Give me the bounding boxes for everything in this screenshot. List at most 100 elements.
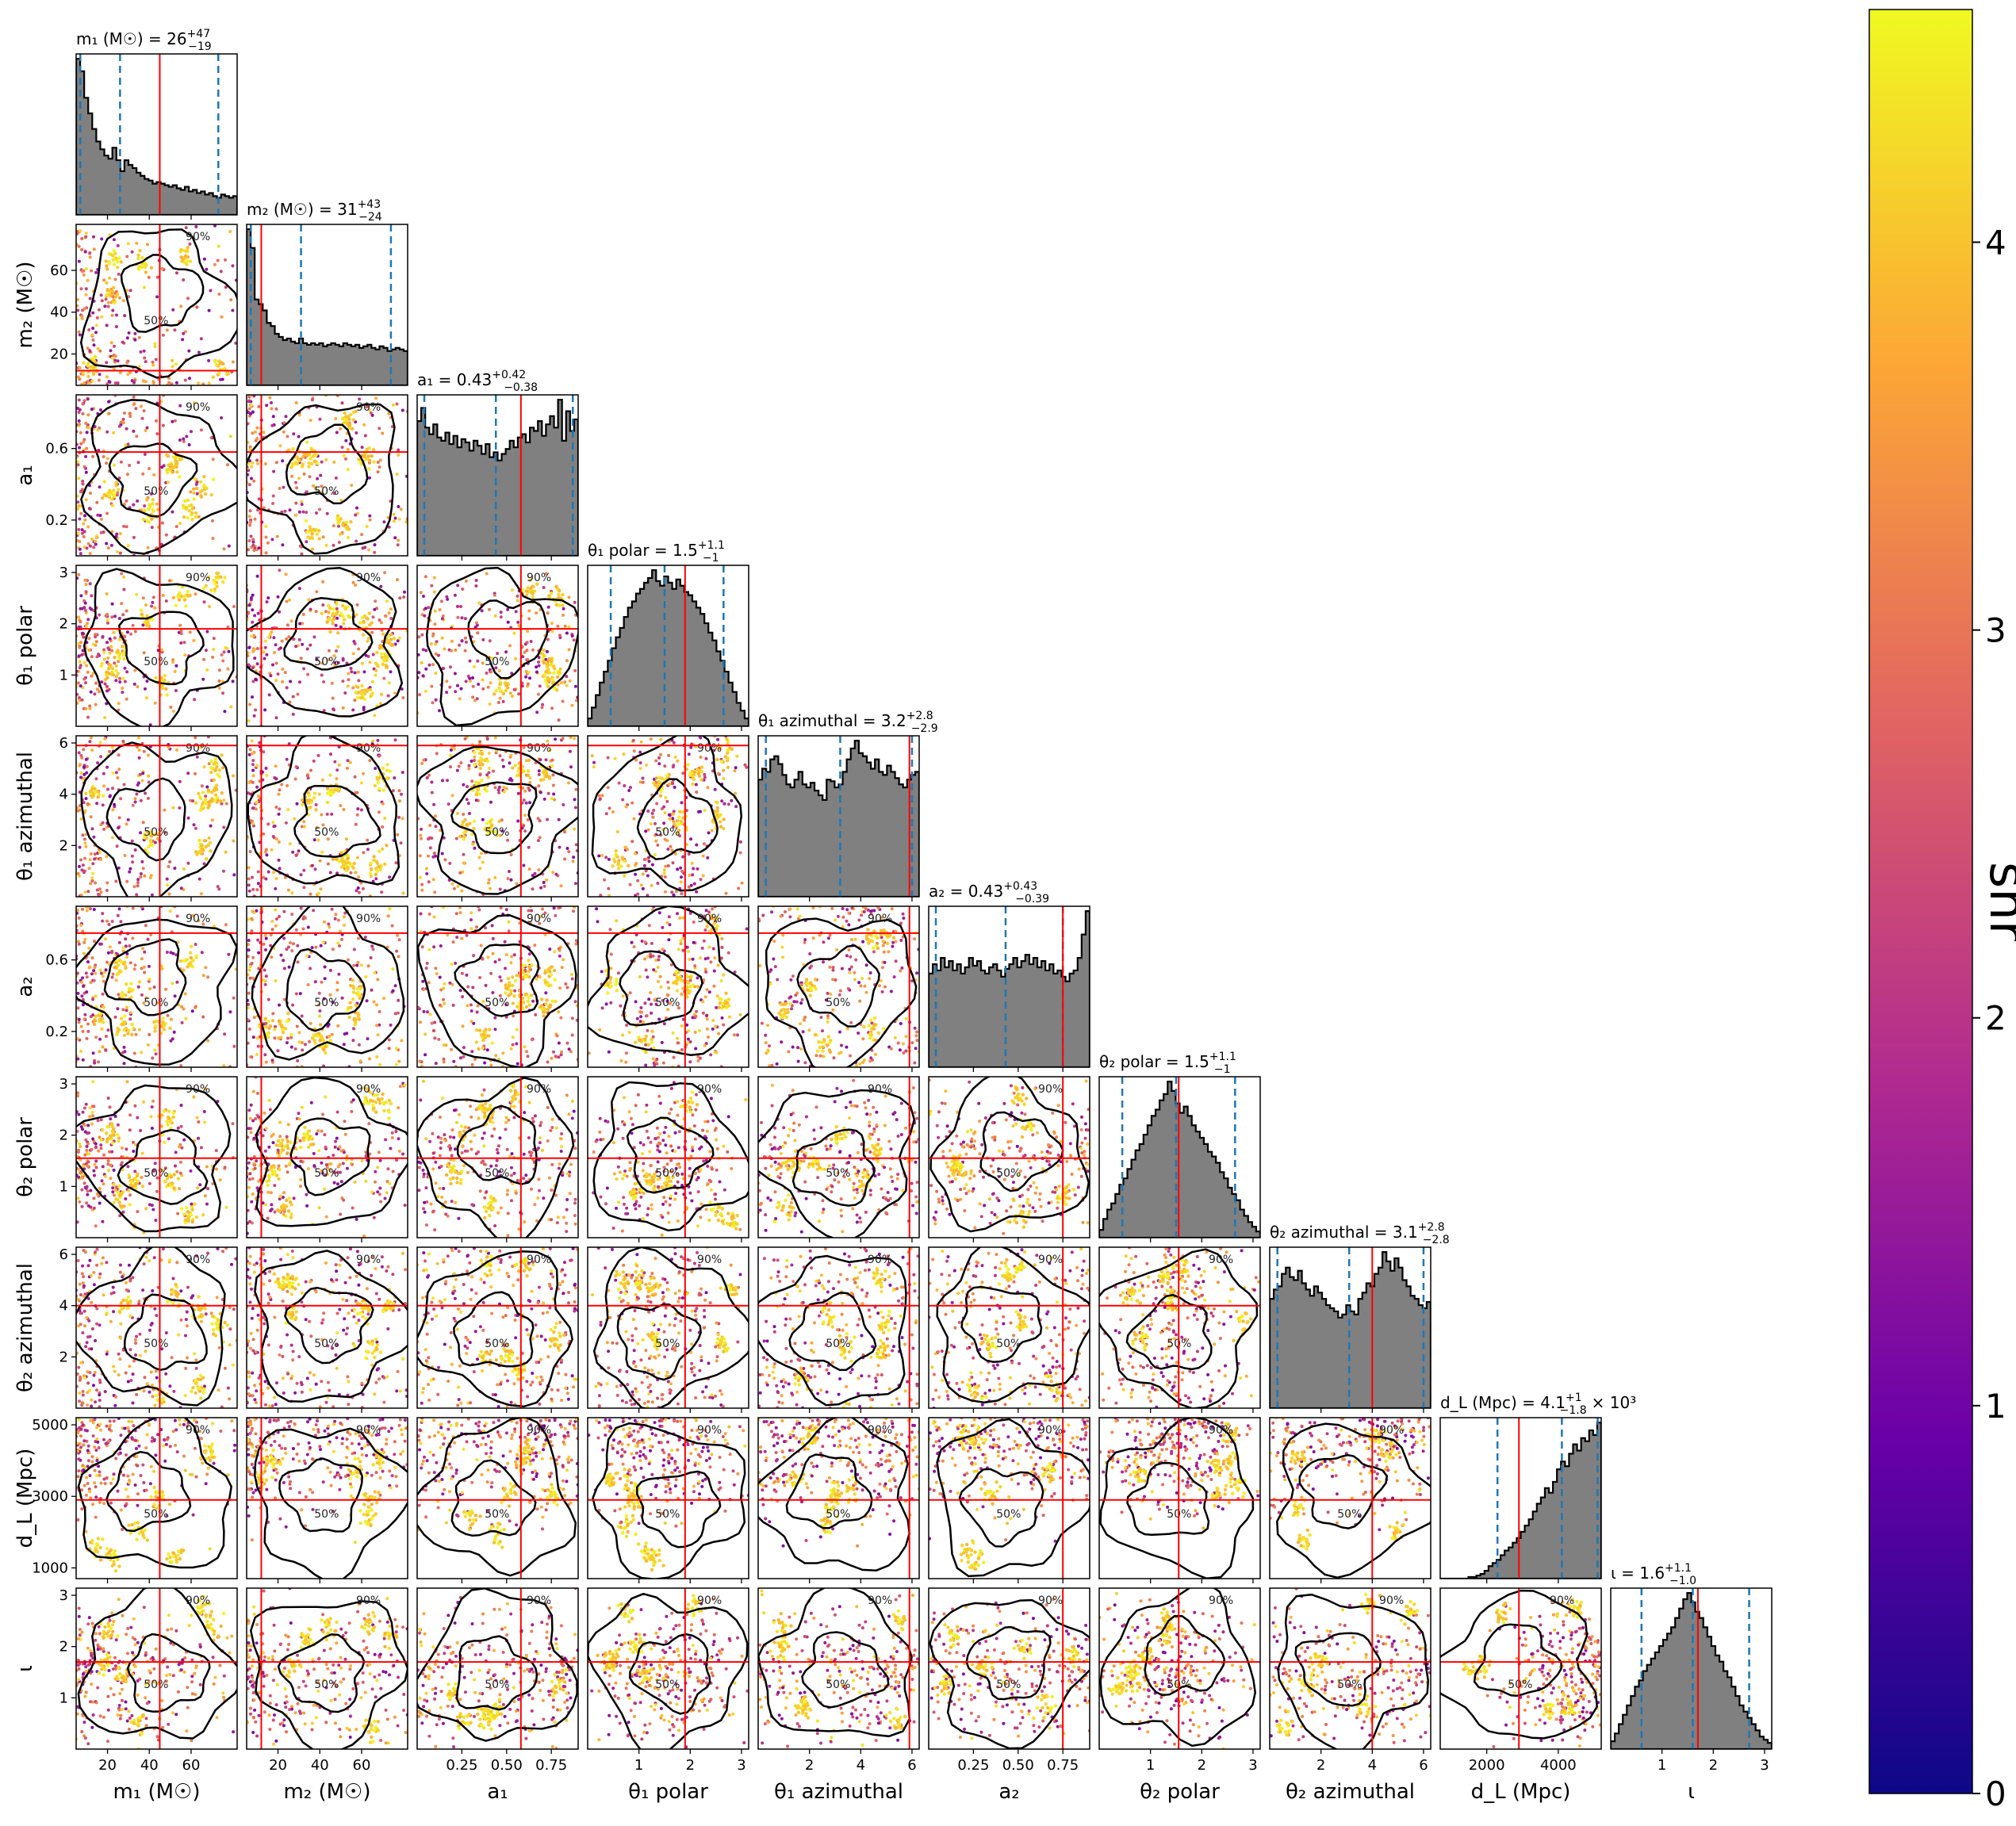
sample-point — [477, 908, 481, 912]
sample-point — [342, 622, 346, 626]
sample-point — [92, 247, 96, 251]
sample-point — [262, 832, 266, 836]
sample-point — [390, 924, 394, 928]
sample-point — [498, 887, 502, 891]
sample-point — [117, 660, 121, 664]
sample-point — [493, 593, 496, 597]
sample-point — [459, 1056, 462, 1060]
sample-point — [358, 1059, 362, 1063]
sample-point — [462, 835, 466, 839]
sample-point — [367, 408, 371, 412]
sample-point — [123, 854, 127, 857]
sample-point — [143, 356, 147, 360]
sample-point — [189, 490, 193, 494]
sample-point — [458, 989, 462, 993]
sample-point — [629, 786, 632, 790]
sample-point — [599, 894, 603, 897]
sample-point — [545, 649, 549, 653]
sample-point — [657, 762, 661, 766]
sample-point — [99, 530, 103, 534]
sample-point — [554, 913, 558, 917]
sample-point — [538, 819, 542, 823]
sample-point — [93, 1061, 97, 1065]
sample-point — [263, 982, 267, 986]
sample-point — [434, 814, 437, 818]
sample-point — [130, 1022, 134, 1027]
sample-point — [486, 832, 491, 836]
sample-point — [133, 963, 137, 967]
sample-point — [289, 1032, 293, 1037]
sample-point — [506, 877, 510, 881]
sample-point — [366, 636, 371, 641]
sample-point — [202, 657, 206, 661]
hist-panel-t1a: θ₁ azimuthal = 3.2+2.8 −2.9 — [757, 710, 938, 902]
sample-point — [351, 997, 355, 1001]
sample-point — [381, 825, 385, 829]
sample-point — [294, 480, 297, 484]
sample-point — [676, 829, 681, 833]
sample-point — [695, 843, 699, 847]
sample-point — [470, 911, 473, 915]
sample-point — [614, 852, 619, 857]
sample-point — [493, 876, 497, 879]
sample-point — [91, 371, 96, 376]
sample-point — [269, 933, 273, 937]
sample-point — [538, 836, 542, 840]
sample-point — [102, 492, 106, 497]
sample-point — [385, 776, 389, 780]
sample-point — [500, 829, 504, 833]
sample-point — [380, 890, 384, 894]
sample-point — [525, 1050, 528, 1054]
sample-point — [381, 662, 385, 666]
sample-point — [119, 959, 124, 964]
y-tick-label: 2 — [59, 616, 68, 633]
sample-point — [206, 788, 211, 792]
title-minus: −2.9 — [911, 722, 938, 735]
sample-point — [659, 737, 663, 741]
sample-point — [82, 465, 86, 469]
sample-point — [527, 671, 531, 675]
sample-point — [351, 686, 355, 690]
sample-point — [306, 791, 310, 795]
sample-point — [207, 804, 211, 808]
sample-point — [335, 602, 339, 607]
sample-point — [79, 858, 82, 862]
sample-point — [481, 678, 485, 682]
sample-point — [314, 803, 318, 806]
contour-label-50: 50% — [144, 656, 168, 668]
sample-point — [369, 861, 373, 866]
sample-point — [262, 431, 266, 434]
sample-point — [336, 1024, 340, 1028]
sample-point — [117, 272, 121, 276]
sample-point — [345, 1032, 349, 1035]
sample-point — [339, 498, 343, 502]
sample-point — [136, 256, 140, 261]
sample-point — [340, 446, 344, 450]
sample-point — [396, 578, 399, 582]
sample-point — [125, 697, 128, 701]
sample-point — [250, 917, 254, 921]
contours: 90%50% — [80, 399, 237, 555]
sample-point — [95, 687, 99, 691]
sample-point — [511, 1043, 515, 1047]
sample-point — [102, 651, 106, 655]
sample-point — [364, 975, 368, 979]
sample-point — [332, 607, 336, 611]
sample-point — [481, 763, 485, 767]
sample-point — [204, 794, 208, 798]
sample-point — [383, 862, 387, 867]
sample-point — [211, 477, 216, 481]
sample-point — [171, 982, 174, 986]
sample-point — [163, 808, 167, 812]
sample-point — [102, 455, 105, 458]
sample-point — [493, 1016, 497, 1020]
sample-point — [146, 753, 150, 757]
sample-point — [285, 637, 289, 641]
sample-point — [478, 867, 482, 871]
sample-point — [174, 381, 178, 385]
sample-point — [257, 497, 261, 501]
sample-point — [90, 333, 94, 337]
sample-point — [456, 604, 459, 608]
sample-point — [481, 860, 485, 864]
sample-point — [312, 1033, 316, 1038]
